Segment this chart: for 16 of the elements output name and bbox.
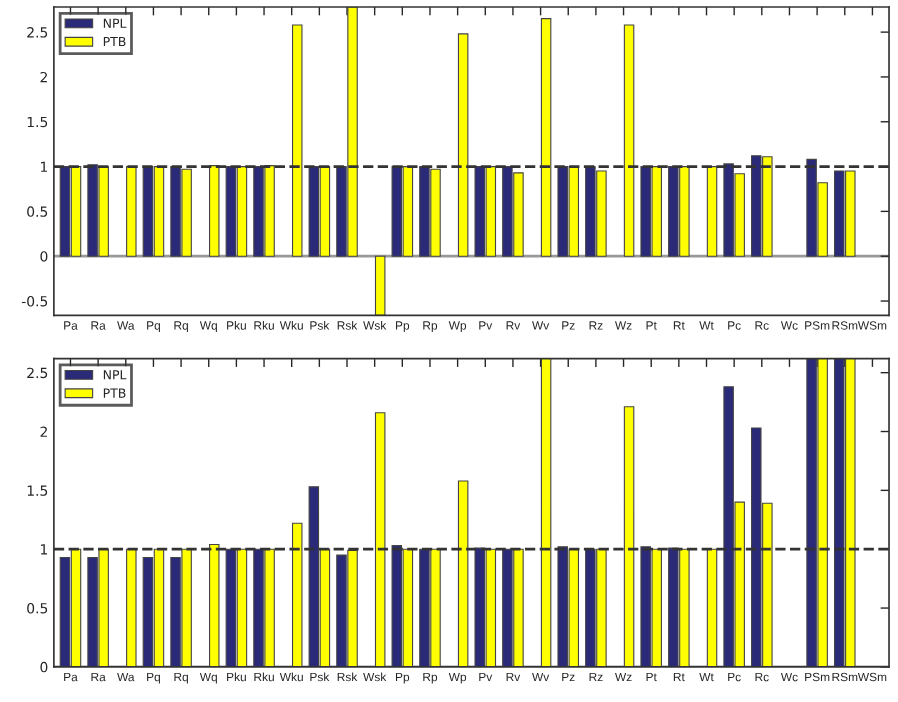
bar bbox=[374, 255, 386, 316]
bar bbox=[209, 165, 220, 257]
bar bbox=[706, 548, 718, 667]
bar bbox=[540, 358, 552, 667]
bar bbox=[623, 406, 635, 667]
bar bbox=[706, 166, 718, 257]
bar bbox=[209, 543, 220, 667]
bar bbox=[291, 24, 303, 257]
bar bbox=[126, 166, 137, 257]
bar bbox=[540, 18, 552, 257]
bar bbox=[457, 33, 469, 257]
bar bbox=[291, 522, 303, 667]
bar bbox=[374, 412, 386, 667]
bar bbox=[126, 548, 137, 667]
bar bbox=[457, 480, 469, 667]
bar bbox=[623, 24, 635, 257]
